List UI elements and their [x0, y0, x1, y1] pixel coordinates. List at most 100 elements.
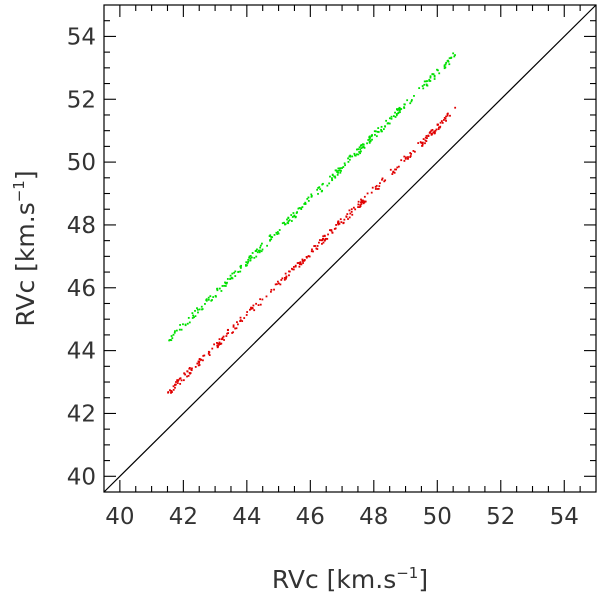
data-point [357, 203, 360, 206]
data-point [182, 323, 184, 326]
data-point [422, 87, 425, 90]
data-point [207, 350, 210, 353]
data-point [347, 157, 349, 160]
data-point [207, 352, 210, 355]
data-point [269, 239, 271, 242]
data-point [230, 276, 233, 279]
data-point [255, 302, 258, 305]
data-point [286, 221, 289, 224]
data-point [436, 68, 438, 71]
data-point [250, 307, 253, 310]
data-point [322, 182, 324, 185]
data-point [310, 193, 313, 196]
data-point [178, 328, 181, 331]
data-point [428, 78, 431, 81]
data-point [338, 167, 341, 170]
data-point [186, 322, 189, 325]
data-point [434, 132, 436, 134]
data-point [317, 186, 320, 189]
data-point [271, 236, 274, 239]
data-point [281, 277, 284, 280]
data-point [175, 329, 178, 332]
data-point [348, 216, 351, 219]
data-point [226, 332, 228, 335]
data-point [381, 178, 383, 181]
data-point [277, 231, 279, 233]
data-points [167, 52, 457, 394]
data-point [234, 270, 237, 273]
data-point [251, 306, 254, 309]
data-point [270, 290, 272, 293]
data-point [203, 354, 206, 357]
data-point [239, 320, 242, 322]
y-tick-label: 46 [67, 276, 96, 302]
data-point [196, 307, 198, 310]
data-point [285, 277, 287, 280]
data-point [229, 278, 231, 280]
data-point [336, 173, 339, 176]
data-point [377, 127, 380, 129]
data-point [445, 115, 447, 118]
x-axis-label-close: ] [418, 565, 428, 594]
data-point [400, 159, 403, 162]
data-point [318, 239, 321, 241]
data-point [429, 75, 432, 78]
data-point [358, 151, 361, 153]
data-point [209, 295, 212, 298]
data-point [194, 365, 197, 368]
data-point [318, 186, 321, 189]
data-point [214, 294, 217, 297]
data-point [216, 346, 219, 349]
data-point [301, 260, 304, 262]
data-point [225, 335, 228, 337]
data-point [283, 221, 285, 224]
data-point [410, 153, 413, 155]
data-point [246, 311, 249, 313]
data-point [183, 372, 186, 375]
data-point [336, 171, 338, 173]
data-point [226, 278, 229, 280]
data-point [395, 168, 398, 171]
data-point [170, 391, 172, 394]
data-point [437, 126, 440, 129]
data-point [399, 111, 401, 114]
data-point [188, 367, 191, 369]
data-point [337, 169, 339, 172]
data-point [224, 285, 227, 287]
y-axis-label-close: ] [11, 170, 40, 180]
data-point [249, 257, 252, 260]
data-point [176, 382, 179, 384]
data-point [297, 207, 300, 210]
data-point [396, 166, 399, 169]
data-point [405, 156, 407, 159]
data-point [384, 125, 386, 128]
data-point [377, 187, 380, 190]
data-point [277, 282, 280, 285]
data-point [276, 280, 279, 283]
x-tick-label: 40 [105, 504, 134, 530]
data-point [390, 115, 393, 118]
data-point [246, 262, 249, 265]
data-point [357, 200, 360, 203]
y-tick-label: 48 [67, 213, 96, 239]
data-point [423, 83, 426, 86]
data-point [220, 290, 223, 292]
data-point [359, 152, 362, 155]
data-point [307, 255, 310, 258]
data-point [186, 370, 189, 373]
data-point [344, 164, 346, 167]
data-point [287, 217, 290, 219]
data-point [447, 60, 450, 63]
data-point [406, 157, 409, 160]
data-point [227, 332, 230, 335]
data-point [453, 55, 456, 58]
data-point [188, 372, 191, 374]
data-point [340, 170, 342, 172]
data-point [253, 309, 256, 312]
data-point [348, 158, 351, 161]
data-point [223, 339, 225, 341]
data-point [310, 250, 313, 253]
data-point [333, 228, 336, 230]
data-point [417, 142, 420, 144]
